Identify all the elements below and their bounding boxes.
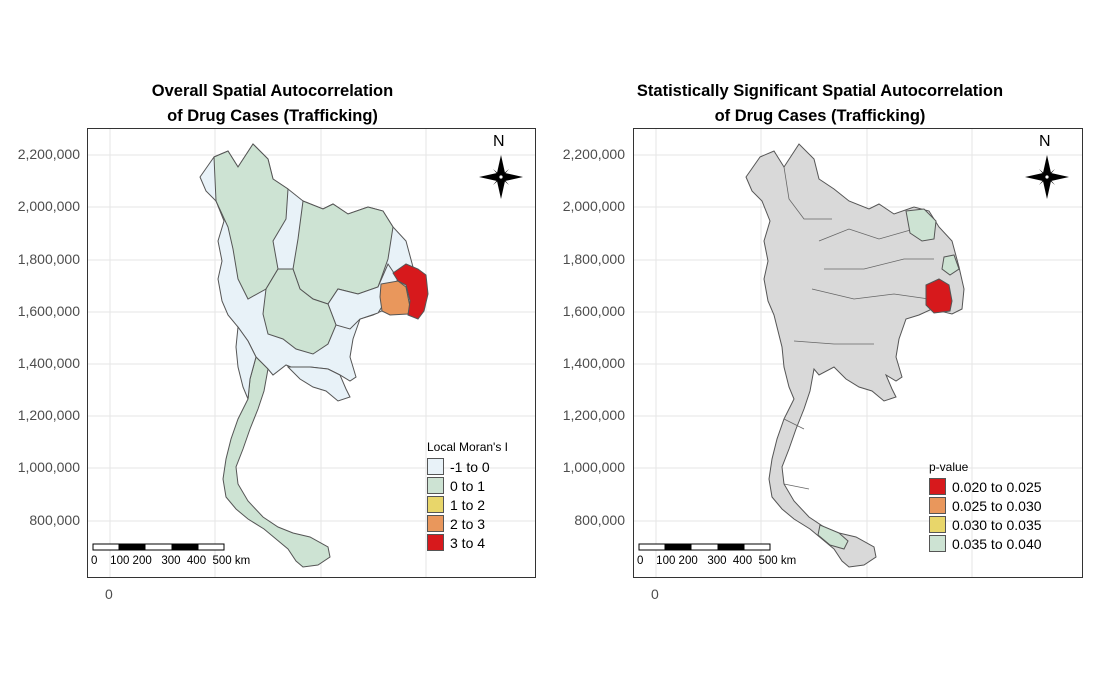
- right-map-title: Statistically Significant Spatial Autoco…: [605, 79, 1035, 129]
- y-tick-label: 800,000: [574, 512, 625, 528]
- central-green-provinces: [262, 268, 337, 355]
- legend-swatch: [929, 497, 946, 514]
- legend-label: 0.020 to 0.025: [952, 478, 1042, 495]
- y-tick-label: 1,200,000: [17, 407, 80, 423]
- right-north-label: N: [1039, 133, 1051, 150]
- legend-label: 0.030 to 0.035: [952, 516, 1042, 533]
- y-tick-label: 1,600,000: [17, 303, 80, 319]
- left-scale-labels: 0 100 200 300 400 500 km: [91, 555, 251, 567]
- legend-item: 1 to 2: [427, 495, 508, 514]
- province-p-0-035-east: [941, 254, 960, 276]
- legend-label: 0 to 1: [450, 477, 486, 494]
- right-map-panel: N 0 100 200 300 400 500 km p-value 0.020…: [633, 128, 1083, 578]
- legend-swatch: [427, 534, 444, 551]
- left-north-label: N: [493, 133, 505, 150]
- legend-label: 3 to 4: [450, 534, 486, 551]
- interior-borders: [783, 166, 934, 490]
- legend-item: 3 to 4: [427, 533, 508, 552]
- y-tick-label: 2,200,000: [562, 146, 625, 162]
- legend-item: -1 to 0: [427, 457, 508, 476]
- province-p-0-020: [925, 278, 953, 314]
- legend-item: 0.030 to 0.035: [929, 515, 1042, 534]
- right-scale-labels: 0 100 200 300 400 500 km: [637, 555, 797, 567]
- legend-item: 0 to 1: [427, 476, 508, 495]
- left-map-title: Overall Spatial Autocorrelation of Drug …: [100, 79, 445, 129]
- legend-item: 2 to 3: [427, 514, 508, 533]
- y-tick-label: 2,200,000: [17, 146, 80, 162]
- legend-item: 0.020 to 0.025: [929, 477, 1042, 496]
- y-tick-label: 1,600,000: [562, 303, 625, 319]
- province-moran-3-4: [392, 263, 429, 320]
- left-legend: Local Moran's I -1 to 0 0 to 1 1 to 2 2 …: [427, 440, 508, 552]
- legend-item: 0.025 to 0.030: [929, 496, 1042, 515]
- left-x-tick: 0: [105, 586, 113, 602]
- right-legend-title: p-value: [929, 460, 969, 474]
- right-scale-bar: [638, 543, 771, 551]
- right-north-arrow-icon: [1025, 155, 1069, 199]
- legend-label: 0.035 to 0.040: [952, 535, 1042, 552]
- legend-label: 0.025 to 0.030: [952, 497, 1042, 514]
- y-tick-label: 1,400,000: [17, 355, 80, 371]
- y-tick-label: 1,400,000: [562, 355, 625, 371]
- left-title-line1: Overall Spatial Autocorrelation: [151, 82, 394, 100]
- right-title-line1: Statistically Significant Spatial Autoco…: [636, 82, 1004, 100]
- left-legend-title: Local Moran's I: [427, 440, 508, 454]
- y-tick-label: 2,000,000: [17, 198, 80, 214]
- y-tick-label: 1,800,000: [562, 251, 625, 267]
- legend-item: 0.035 to 0.040: [929, 534, 1042, 553]
- right-map-svg: [634, 129, 1082, 577]
- left-map-svg: [88, 129, 535, 577]
- legend-swatch: [427, 458, 444, 475]
- y-tick-label: 2,000,000: [562, 198, 625, 214]
- legend-label: 1 to 2: [450, 496, 486, 513]
- y-tick-label: 1,200,000: [562, 407, 625, 423]
- west-strip: [235, 325, 257, 400]
- east-region: [286, 366, 351, 402]
- legend-swatch: [929, 516, 946, 533]
- legend-swatch: [929, 535, 946, 552]
- left-scale-bar: [92, 543, 225, 551]
- legend-label: 2 to 3: [450, 515, 486, 532]
- province-p-0-035-south: [817, 524, 849, 550]
- southern-peninsula: [222, 356, 331, 568]
- legend-swatch: [427, 496, 444, 513]
- right-title-line2: of Drug Cases (Trafficking): [714, 107, 926, 125]
- legend-swatch: [427, 515, 444, 532]
- y-tick-label: 1,000,000: [17, 459, 80, 475]
- left-north-arrow-icon: [479, 155, 523, 199]
- left-gridlines: [88, 129, 535, 577]
- left-title-line2: of Drug Cases (Trafficking): [167, 107, 378, 125]
- left-map-panel: N 0 100 200 300 400 500 km Local Moran's…: [87, 128, 536, 578]
- province-moran-2-3: [379, 280, 411, 316]
- province-p-0-035-north: [905, 208, 937, 242]
- legend-swatch: [929, 478, 946, 495]
- right-x-tick: 0: [651, 586, 659, 602]
- y-tick-label: 800,000: [29, 512, 80, 528]
- legend-swatch: [427, 477, 444, 494]
- y-tick-label: 1,000,000: [562, 459, 625, 475]
- right-legend: p-value 0.020 to 0.025 0.025 to 0.030 0.…: [929, 460, 1042, 553]
- legend-label: -1 to 0: [450, 458, 490, 475]
- y-tick-label: 1,800,000: [17, 251, 80, 267]
